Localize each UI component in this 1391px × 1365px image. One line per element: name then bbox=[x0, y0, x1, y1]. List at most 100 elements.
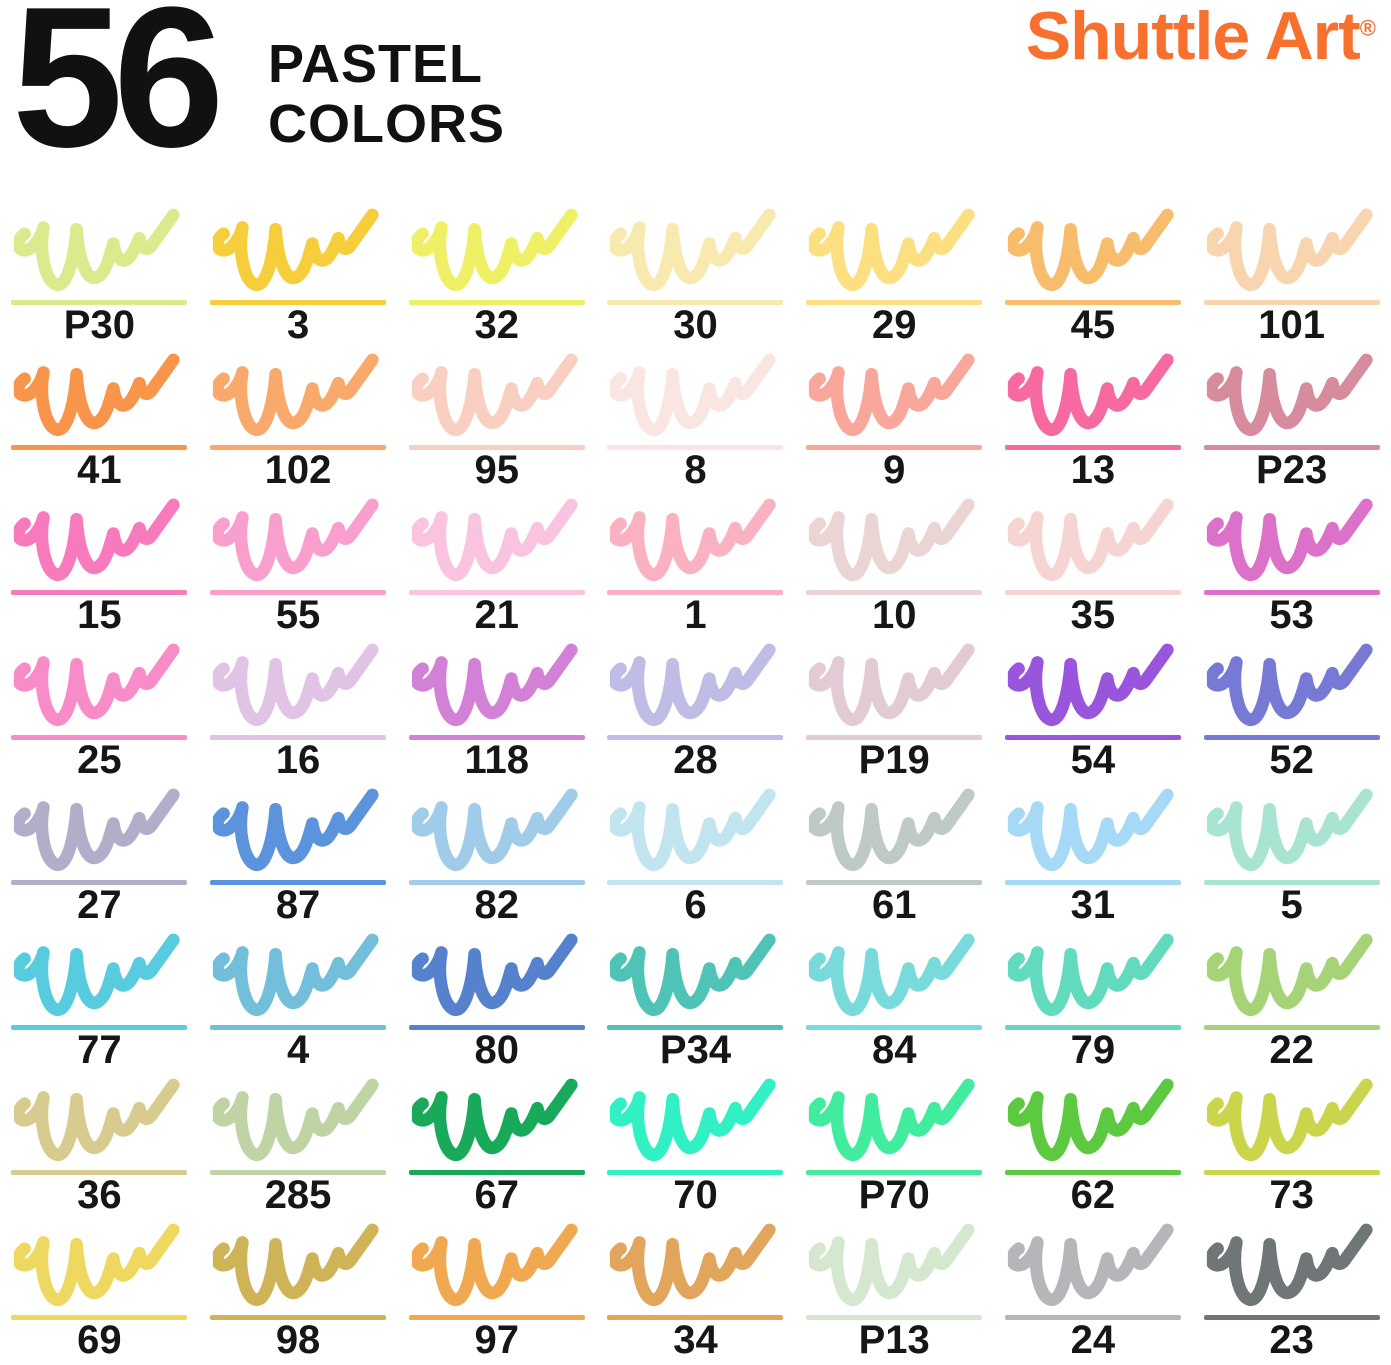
color-code-label: 79 bbox=[1070, 1028, 1116, 1072]
color-code-label: 54 bbox=[1070, 738, 1116, 782]
marker-scribble-icon bbox=[7, 785, 191, 879]
marker-scribble-icon bbox=[206, 205, 390, 299]
header: 56 PASTEL COLORS Shuttle Art® bbox=[0, 0, 1391, 200]
swatch-cell: 70 bbox=[596, 1070, 795, 1215]
swatch-cell: P13 bbox=[795, 1215, 994, 1360]
color-code-label: 84 bbox=[871, 1028, 917, 1072]
swatch-cell: 41 bbox=[0, 345, 199, 490]
marker-scribble-icon bbox=[1200, 640, 1384, 734]
swatch-underline bbox=[607, 1025, 784, 1030]
color-code-label: 45 bbox=[1070, 303, 1116, 347]
marker-scribble-icon bbox=[1200, 785, 1384, 879]
swatch-underline bbox=[607, 735, 784, 740]
marker-scribble-icon bbox=[802, 640, 986, 734]
page-title-line2: COLORS bbox=[268, 94, 506, 155]
swatch-underline bbox=[210, 445, 387, 450]
color-code-label: 98 bbox=[275, 1318, 321, 1362]
color-code-label: 53 bbox=[1269, 593, 1314, 637]
color-code-label: 24 bbox=[1070, 1318, 1116, 1362]
swatch-underline bbox=[11, 735, 188, 740]
swatch-cell: 10 bbox=[795, 490, 994, 635]
color-code-label: P23 bbox=[1256, 448, 1328, 492]
swatch-cell: 102 bbox=[199, 345, 398, 490]
swatch-underline bbox=[1004, 1315, 1181, 1320]
swatch-underline bbox=[1004, 880, 1181, 885]
swatch-cell: 5 bbox=[1192, 780, 1391, 925]
color-code-label: 22 bbox=[1269, 1028, 1314, 1072]
page-title: PASTEL COLORS bbox=[268, 34, 505, 155]
swatch-underline bbox=[408, 1315, 585, 1320]
swatch-underline bbox=[11, 300, 188, 305]
color-code-label: 67 bbox=[474, 1173, 520, 1217]
color-code-label: 101 bbox=[1258, 303, 1325, 347]
marker-scribble-icon bbox=[206, 495, 390, 589]
swatch-cell: 25 bbox=[0, 635, 199, 780]
marker-scribble-icon bbox=[206, 350, 390, 444]
swatch-cell: 27 bbox=[0, 780, 199, 925]
swatch-cell: P34 bbox=[596, 925, 795, 1070]
color-code-label: 95 bbox=[474, 448, 520, 492]
swatch-underline bbox=[11, 445, 188, 450]
marker-scribble-icon bbox=[603, 350, 787, 444]
swatch-underline bbox=[408, 1025, 585, 1030]
swatch-underline bbox=[11, 1170, 188, 1175]
swatch-cell: 29 bbox=[795, 200, 994, 345]
swatch-underline bbox=[607, 1170, 784, 1175]
color-code-label: 31 bbox=[1070, 883, 1116, 927]
marker-scribble-icon bbox=[7, 930, 191, 1024]
swatch-underline bbox=[607, 880, 784, 885]
swatch-cell: 84 bbox=[795, 925, 994, 1070]
swatch-grid: P30 3 32 30 29 45 101 41 102 95 8 9 13 P23 15 55 21 1 10 35… bbox=[0, 200, 1391, 1360]
swatch-underline bbox=[1004, 590, 1181, 595]
color-code-label: 30 bbox=[673, 303, 718, 347]
color-code-label: P70 bbox=[858, 1173, 930, 1217]
swatch-underline bbox=[1004, 735, 1181, 740]
swatch-underline bbox=[806, 735, 983, 740]
swatch-underline bbox=[210, 1315, 387, 1320]
swatch-cell: 15 bbox=[0, 490, 199, 635]
color-code-label: 70 bbox=[673, 1173, 718, 1217]
marker-scribble-icon bbox=[405, 495, 589, 589]
marker-scribble-icon bbox=[7, 640, 191, 734]
marker-scribble-icon bbox=[206, 930, 390, 1024]
swatch-cell: 79 bbox=[994, 925, 1193, 1070]
marker-scribble-icon bbox=[1200, 1075, 1384, 1169]
swatch-underline bbox=[607, 445, 784, 450]
swatch-cell: 54 bbox=[994, 635, 1193, 780]
swatch-cell: P19 bbox=[795, 635, 994, 780]
brand-name: Shuttle Art bbox=[1025, 0, 1361, 74]
color-code-label: 285 bbox=[264, 1173, 332, 1217]
marker-scribble-icon bbox=[206, 640, 390, 734]
marker-scribble-icon bbox=[1200, 495, 1384, 589]
color-code-label: 13 bbox=[1070, 448, 1116, 492]
swatch-cell: 30 bbox=[596, 200, 795, 345]
marker-scribble-icon bbox=[802, 205, 986, 299]
swatch-cell: 35 bbox=[994, 490, 1193, 635]
swatch-underline bbox=[1203, 880, 1380, 885]
swatch-cell: 36 bbox=[0, 1070, 199, 1215]
swatch-underline bbox=[408, 1170, 585, 1175]
swatch-underline bbox=[1004, 300, 1181, 305]
color-code-label: 62 bbox=[1070, 1173, 1116, 1217]
swatch-underline bbox=[210, 1170, 387, 1175]
color-count: 56 bbox=[12, 0, 224, 189]
swatch-cell: 95 bbox=[397, 345, 596, 490]
marker-scribble-icon bbox=[802, 495, 986, 589]
marker-scribble-icon bbox=[1001, 1220, 1185, 1314]
swatch-underline bbox=[806, 300, 983, 305]
marker-scribble-icon bbox=[1001, 205, 1185, 299]
swatch-underline bbox=[607, 1315, 784, 1320]
swatch-underline bbox=[210, 880, 387, 885]
marker-scribble-icon bbox=[1001, 930, 1185, 1024]
marker-scribble-icon bbox=[405, 205, 589, 299]
marker-scribble-icon bbox=[1001, 495, 1185, 589]
swatch-cell: 45 bbox=[994, 200, 1193, 345]
marker-scribble-icon bbox=[1001, 640, 1185, 734]
swatch-cell: 31 bbox=[994, 780, 1193, 925]
color-code-label: 23 bbox=[1269, 1318, 1314, 1362]
color-code-label: 28 bbox=[673, 738, 718, 782]
swatch-cell: 55 bbox=[199, 490, 398, 635]
swatch-cell: 4 bbox=[199, 925, 398, 1070]
swatch-underline bbox=[408, 445, 585, 450]
swatch-underline bbox=[1203, 1170, 1380, 1175]
